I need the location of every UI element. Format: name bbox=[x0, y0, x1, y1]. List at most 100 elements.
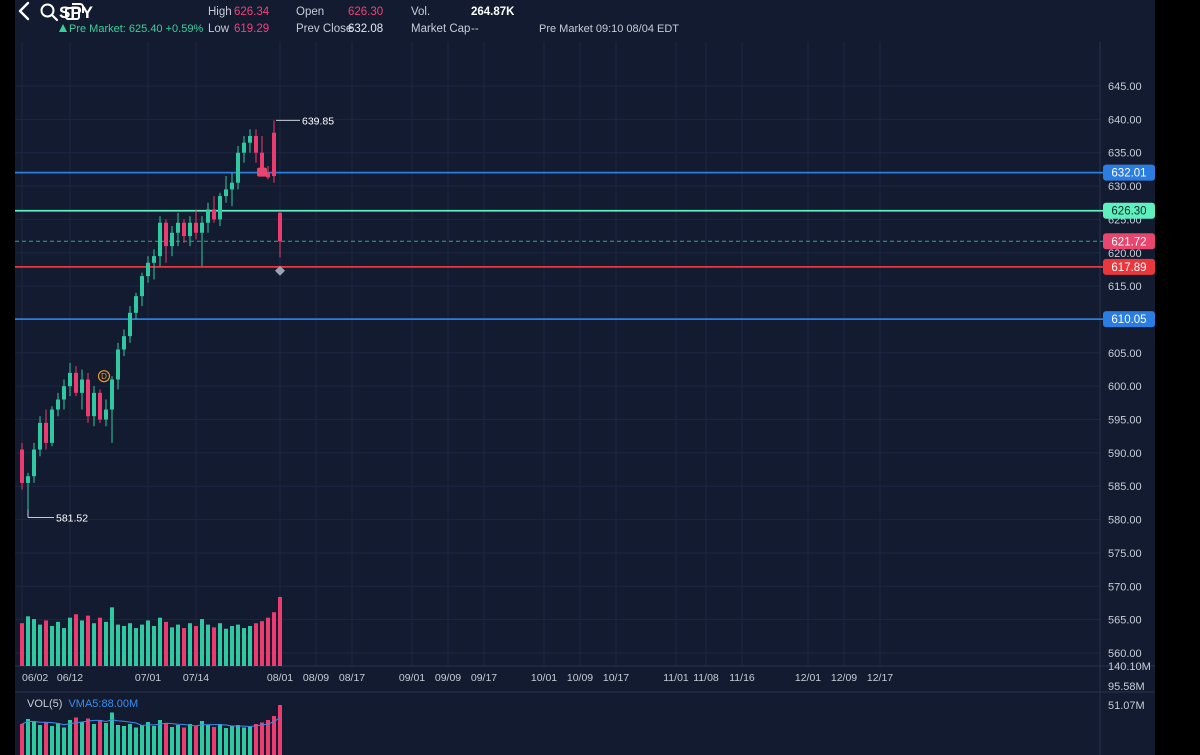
candle-body[interactable] bbox=[170, 232, 174, 247]
candle-body[interactable] bbox=[272, 132, 276, 177]
sub-volume-bar bbox=[218, 724, 222, 755]
candle-body[interactable] bbox=[26, 476, 30, 483]
sub-volume-bar bbox=[26, 719, 30, 755]
search-icon[interactable] bbox=[39, 2, 59, 22]
volume-bar bbox=[158, 617, 162, 666]
candle-body[interactable] bbox=[116, 349, 120, 380]
candle-body[interactable] bbox=[140, 276, 144, 297]
price-level-label: 632.01 bbox=[1111, 168, 1146, 180]
dividend-marker-letter: D bbox=[101, 372, 107, 381]
chevron-left-icon[interactable] bbox=[15, 0, 35, 22]
candle-body[interactable] bbox=[206, 209, 210, 223]
candle-body[interactable] bbox=[98, 392, 102, 420]
date-tick-label: 11/16 bbox=[729, 672, 755, 684]
sub-volume-bar bbox=[182, 727, 186, 755]
volume-bar bbox=[236, 624, 240, 666]
pre-market-quote: Pre Market: 625.40 +0.59% bbox=[59, 23, 203, 35]
volume-tick-label: 51.07M bbox=[1108, 700, 1145, 712]
candle-body[interactable] bbox=[152, 256, 156, 263]
candle-body[interactable] bbox=[38, 422, 42, 450]
candle-body[interactable] bbox=[86, 379, 90, 417]
volume-bar bbox=[98, 617, 102, 666]
volume-tick-label: 95.58M bbox=[1108, 681, 1145, 693]
volume-bar bbox=[254, 623, 258, 666]
candle-body[interactable] bbox=[110, 379, 114, 410]
sub-volume-bar bbox=[272, 716, 276, 755]
candle-body[interactable] bbox=[104, 409, 108, 420]
date-tick-label: 09/01 bbox=[399, 672, 425, 684]
high-label: High bbox=[208, 6, 232, 18]
candle-body[interactable] bbox=[248, 136, 252, 143]
candle-body[interactable] bbox=[134, 296, 138, 313]
candle-body[interactable] bbox=[260, 152, 264, 173]
volume-bar bbox=[176, 624, 180, 666]
candle-body[interactable] bbox=[44, 422, 48, 443]
volume-bar bbox=[212, 627, 216, 666]
pre-market-text: Pre Market: 625.40 +0.59% bbox=[69, 23, 204, 35]
candle-body[interactable] bbox=[164, 222, 168, 247]
high-value: 626.34 bbox=[234, 6, 270, 18]
sub-volume-bar bbox=[116, 725, 120, 755]
date-tick-label: 11/01 bbox=[663, 672, 689, 684]
candle-body[interactable] bbox=[188, 222, 192, 237]
candle-body[interactable] bbox=[194, 222, 198, 233]
candle-body[interactable] bbox=[182, 222, 186, 237]
candle-body[interactable] bbox=[176, 222, 180, 233]
candle-body[interactable] bbox=[56, 399, 60, 410]
candle-body[interactable] bbox=[128, 312, 132, 337]
sub-volume-bar bbox=[158, 720, 162, 755]
candle-body[interactable] bbox=[20, 449, 24, 483]
current-price-marker[interactable] bbox=[275, 265, 285, 276]
price-chart[interactable]: 645.00640.00635.00630.00625.00620.00615.… bbox=[15, 42, 1155, 755]
candle-body[interactable] bbox=[254, 136, 258, 153]
candle-body[interactable] bbox=[266, 172, 270, 178]
candle-body[interactable] bbox=[32, 449, 36, 477]
sub-volume-bar bbox=[152, 726, 156, 755]
sub-volume-bar bbox=[104, 723, 108, 755]
volume-ma-line bbox=[21, 717, 281, 728]
candle-body[interactable] bbox=[236, 152, 240, 183]
candle-body[interactable] bbox=[68, 372, 72, 387]
sub-volume-bar bbox=[140, 725, 144, 755]
sub-volume-bar bbox=[110, 712, 114, 755]
price-tick-label: 620.00 bbox=[1108, 248, 1142, 260]
candle-body[interactable] bbox=[122, 336, 126, 350]
volume-bar bbox=[200, 619, 204, 666]
dividend-marker[interactable] bbox=[97, 370, 111, 383]
volume-label: Vol. bbox=[411, 6, 431, 18]
volume-bar bbox=[26, 616, 30, 666]
volume-bar bbox=[152, 625, 156, 666]
price-tick-label: 590.00 bbox=[1108, 448, 1142, 460]
candle-body[interactable] bbox=[50, 409, 54, 443]
sub-volume-bar bbox=[80, 722, 84, 755]
volume-bar bbox=[194, 625, 198, 666]
volume-header: VOL(5) VMA5:88.00M bbox=[27, 698, 138, 710]
sub-volume-bar bbox=[278, 705, 282, 755]
candle-body[interactable] bbox=[146, 262, 150, 277]
candle-body[interactable] bbox=[158, 222, 162, 257]
candle-body[interactable] bbox=[80, 379, 84, 393]
date-tick-label: 12/01 bbox=[795, 672, 821, 684]
candle-body[interactable] bbox=[230, 182, 234, 190]
volume-bar bbox=[224, 628, 228, 666]
sub-volume-bar bbox=[86, 718, 90, 755]
prev-close-label: Prev Close bbox=[296, 23, 353, 35]
candle-body[interactable] bbox=[212, 209, 216, 220]
price-level-label: 617.89 bbox=[1111, 262, 1146, 274]
rotate-screen-icon[interactable] bbox=[64, 0, 86, 22]
order-marker[interactable] bbox=[257, 167, 267, 177]
sub-volume-bar bbox=[20, 724, 24, 755]
candle-body[interactable] bbox=[74, 372, 78, 393]
chart-screen: SPY Pre Market: 625.40 +0.59% High 626.3… bbox=[15, 0, 1155, 755]
candle-body[interactable] bbox=[224, 189, 228, 197]
price-tick-label: 565.00 bbox=[1108, 615, 1142, 627]
candle-body[interactable] bbox=[200, 222, 204, 233]
price-tick-label: 585.00 bbox=[1108, 481, 1142, 493]
sub-volume-bar bbox=[74, 717, 78, 755]
volume-bar bbox=[128, 623, 132, 666]
candle-body[interactable] bbox=[218, 196, 222, 220]
candle-body[interactable] bbox=[278, 212, 282, 242]
candle-body[interactable] bbox=[62, 386, 66, 400]
candle-body[interactable] bbox=[242, 142, 246, 153]
candle-body[interactable] bbox=[92, 392, 96, 417]
